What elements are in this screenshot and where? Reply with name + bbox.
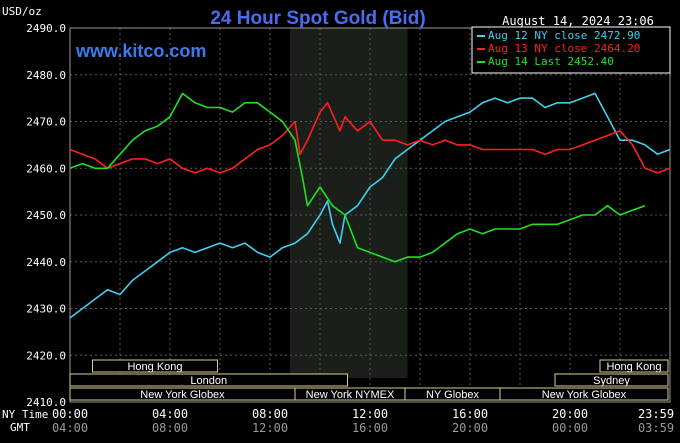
y-tick-label: 2410.0 [26, 396, 66, 409]
y-tick-label: 2450.0 [26, 209, 66, 222]
session-label: Hong Kong [606, 361, 661, 373]
x-tick-ny: 04:00 [152, 407, 188, 421]
x-tick-gmt: 12:00 [252, 421, 288, 435]
y-tick-label: 2420.0 [26, 349, 66, 362]
series-lines [69, 92, 671, 319]
y-tick-label: 2460.0 [26, 162, 66, 175]
session-band [92, 359, 218, 373]
x-tick-ny: 16:00 [452, 407, 488, 421]
x-tick-ny: 20:00 [552, 407, 588, 421]
grid [69, 27, 671, 403]
x-tick-gmt: 04:00 [52, 421, 88, 435]
series-line [69, 92, 646, 263]
plot-frame [69, 27, 671, 403]
x-tick-ny: 08:00 [252, 407, 288, 421]
x-tick-ny: 23:59 [638, 407, 674, 421]
x-tick-ny: 00:00 [52, 407, 88, 421]
x-tick-ny: 12:00 [352, 407, 388, 421]
legend-box [471, 26, 671, 74]
series-line [69, 92, 671, 319]
session-label: London [190, 375, 227, 387]
x-tick-gmt: 00:00 [552, 421, 588, 435]
website-label: www.kitco.com [75, 41, 206, 61]
x-tick-gmt: 03:59 [638, 421, 674, 435]
x-row-gmt-label: GMT [10, 421, 30, 434]
session-label: New York NYMEX [306, 389, 395, 401]
axes: 2490.0 2480.0 2470.0 2460.0 2450.0 2440.0 2430… [26, 22, 674, 435]
y-tick-label: 2490.0 [26, 22, 66, 35]
x-tick-gmt: 16:00 [352, 421, 388, 435]
session-band [499, 387, 669, 401]
y-tick-label: 2430.0 [26, 303, 66, 316]
legend-label: Aug 12 NY close 2472.90 [488, 29, 640, 42]
session-label: NY Globex [426, 389, 479, 401]
session-label: New York Globex [542, 389, 627, 401]
legend-label: Aug 13 NY close 2464.20 [488, 42, 640, 55]
market-session-bands: Hong Kong Hong Kong London Sydney New York G… [69, 359, 669, 401]
session-label: Sydney [593, 375, 630, 387]
y-tick-label: 2470.0 [26, 116, 66, 129]
legend-label: Aug 14 Last 2452.40 [488, 55, 614, 68]
session-band [69, 373, 348, 387]
y-unit-label: USD/oz [2, 5, 42, 18]
session-label: New York Globex [140, 389, 225, 401]
session-band [554, 373, 669, 387]
session-band [599, 359, 669, 373]
series-line [69, 102, 671, 174]
x-tick-gmt: 20:00 [452, 421, 488, 435]
y-tick-label: 2440.0 [26, 256, 66, 269]
chart-title: 24 Hour Spot Gold (Bid) [210, 8, 425, 29]
x-tick-gmt: 08:00 [152, 421, 188, 435]
y-tick-label: 2480.0 [26, 69, 66, 82]
session-label: Hong Kong [127, 361, 182, 373]
x-row-ny-label: NY Time [2, 408, 48, 421]
timestamp: August 14, 2024 23:06 [502, 14, 654, 28]
